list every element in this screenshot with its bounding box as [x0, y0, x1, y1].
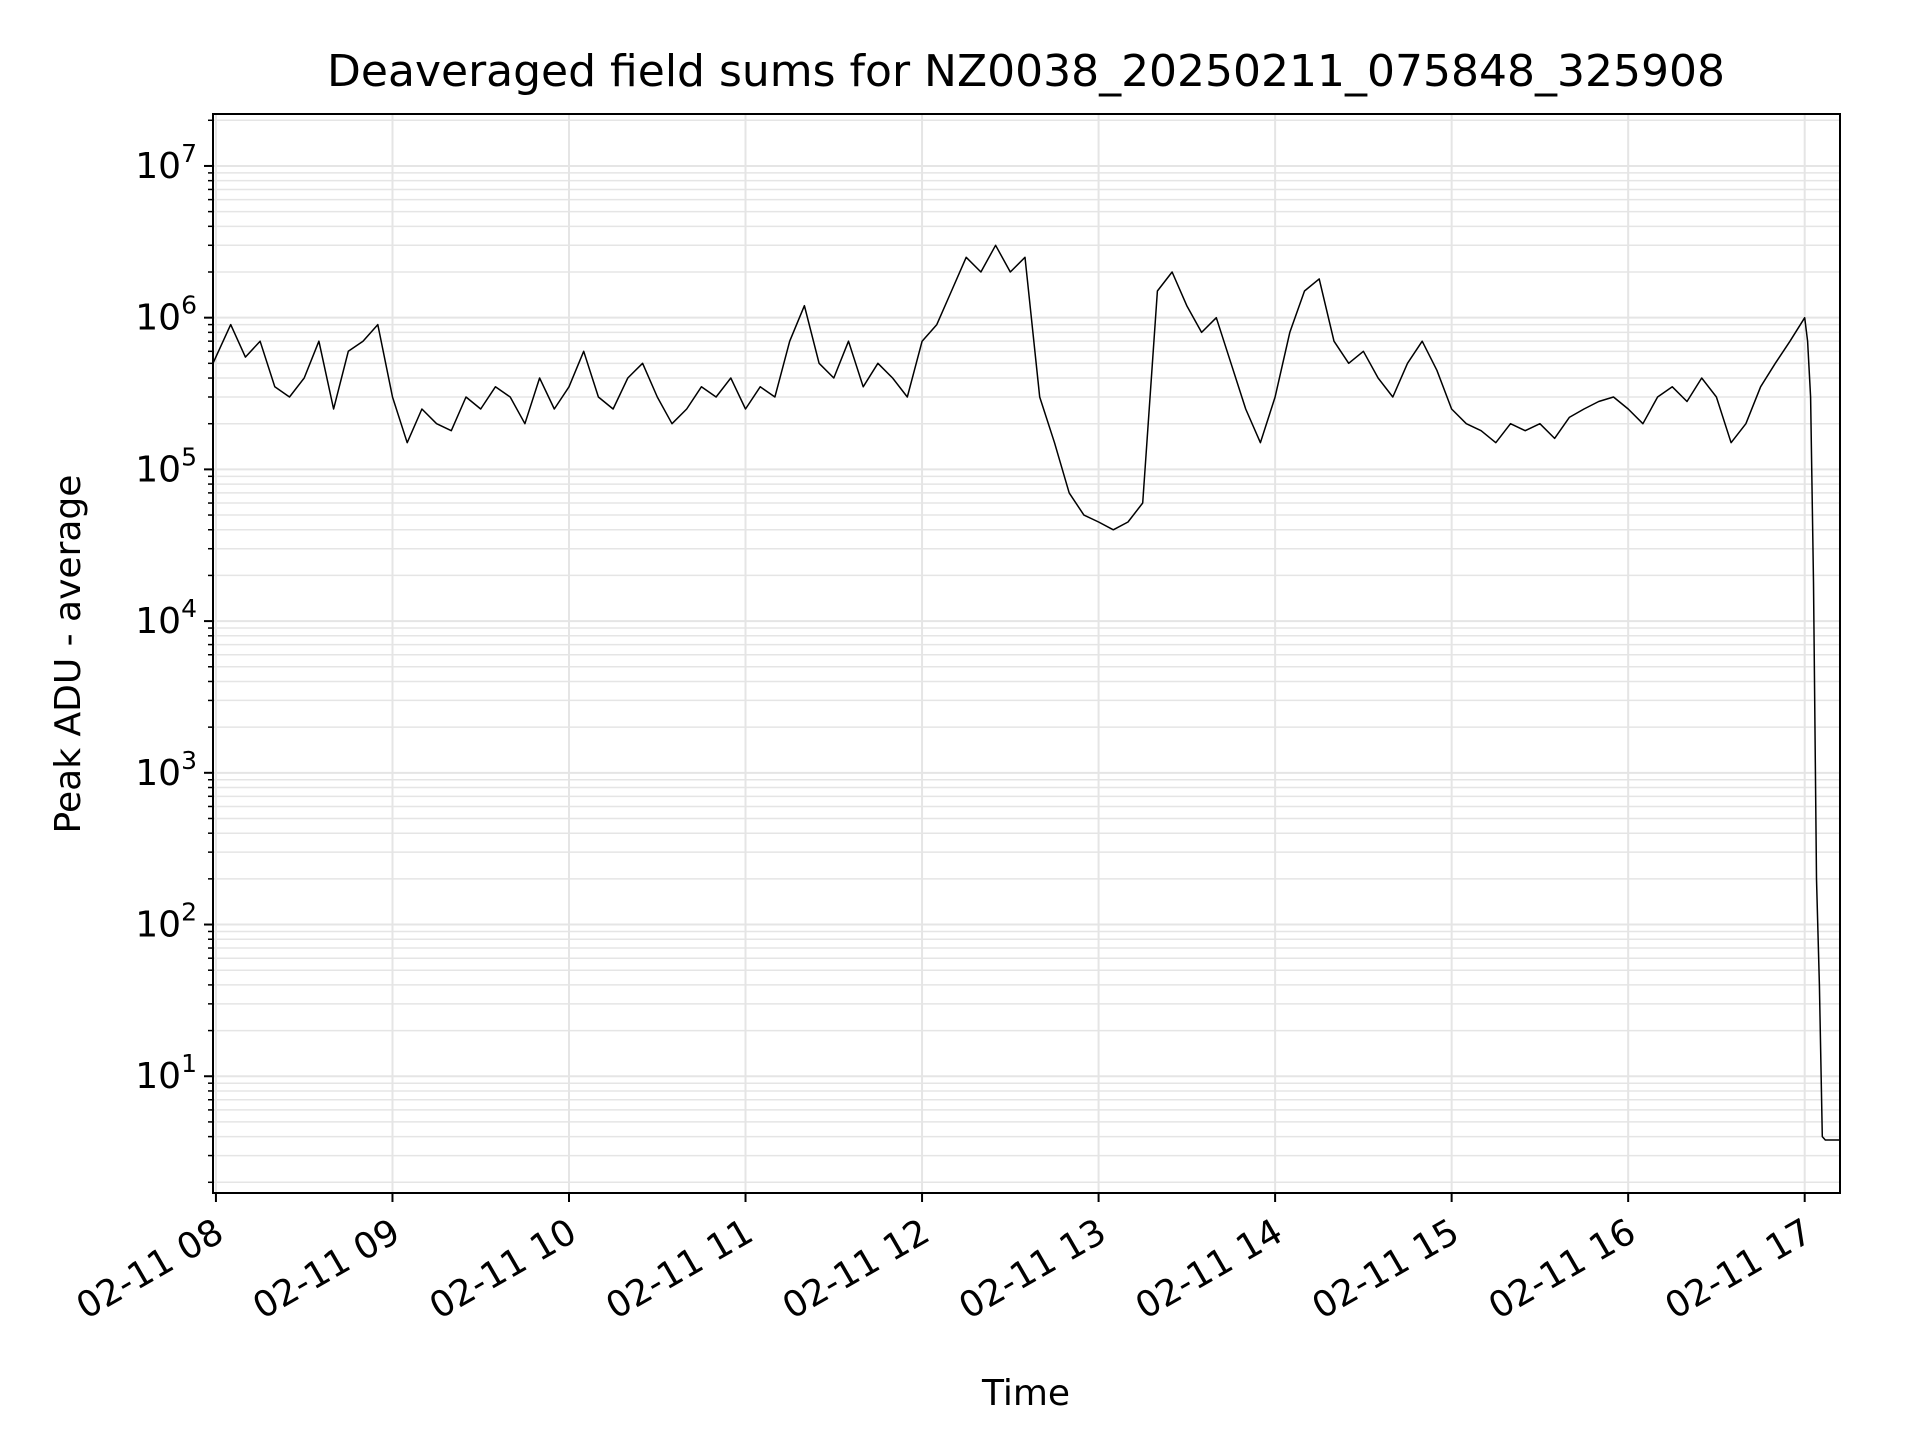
grid: [213, 114, 1840, 1193]
chart-title: Deaveraged field sums for NZ0038_2025021…: [327, 46, 1725, 97]
series-line-0: [212, 244, 1840, 1141]
y-tick-label: 103: [135, 746, 197, 794]
axes-frame: [212, 113, 1841, 1194]
y-tick-label: 101: [135, 1049, 197, 1097]
plot-area: [212, 244, 1840, 1141]
y-tick-label: 105: [135, 442, 197, 490]
y-axis: 101 102 103 104 105 106 107: [135, 119, 213, 1184]
y-tick-label: 102: [135, 898, 197, 946]
x-axis-label: Time: [981, 1373, 1070, 1414]
y-tick-label: 107: [135, 139, 197, 187]
y-tick-label: 104: [135, 594, 197, 642]
y-axis-label: Peak ADU - average: [48, 475, 89, 834]
y-tick-label: 106: [135, 291, 197, 339]
